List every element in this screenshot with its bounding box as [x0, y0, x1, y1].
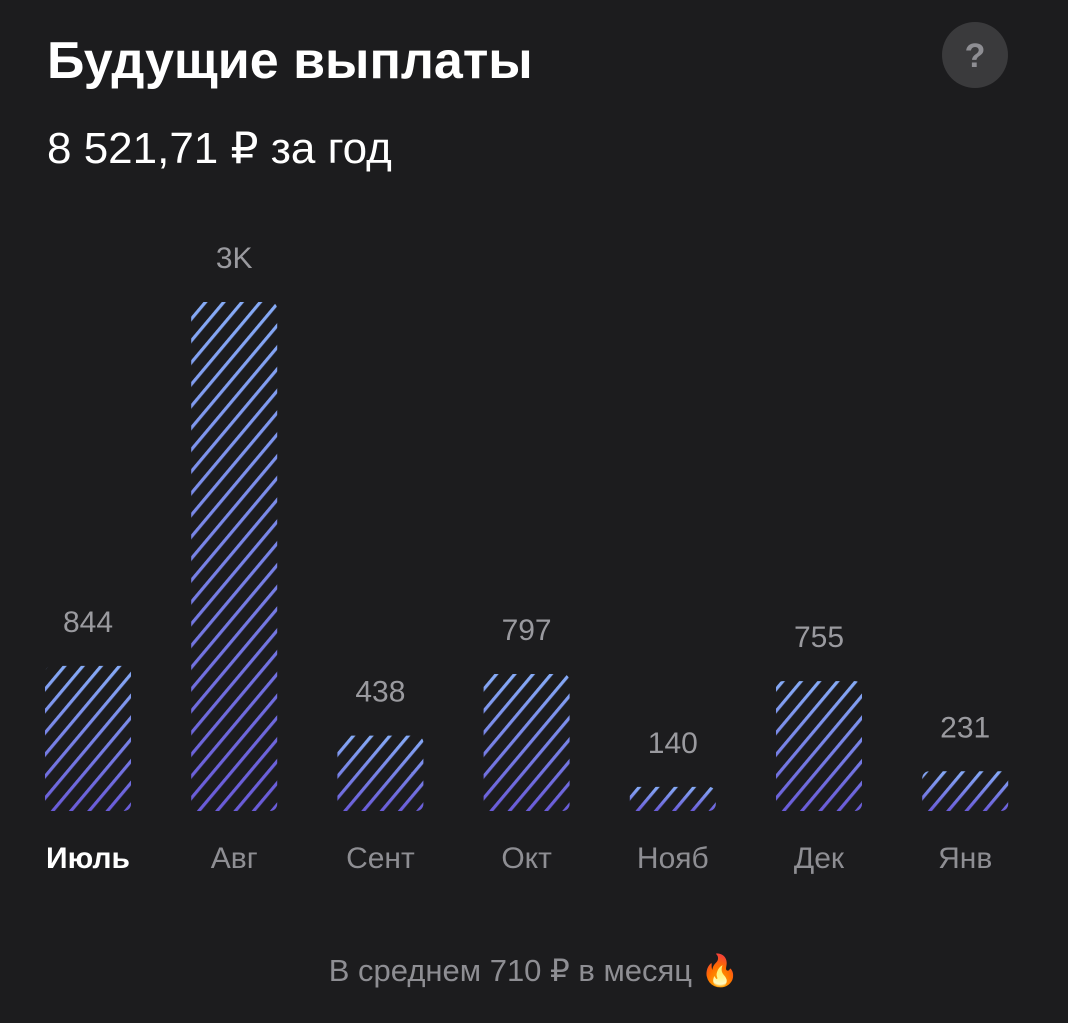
month-label[interactable]: Янв [938, 842, 992, 875]
subtitle: 8 521,71 ₽ за год [47, 124, 392, 173]
month-label[interactable]: Авг [211, 842, 258, 875]
value-label: 140 [648, 727, 698, 760]
help-icon[interactable]: ? [965, 37, 986, 75]
month-label[interactable]: Окт [501, 842, 552, 875]
bar[interactable] [776, 681, 862, 811]
month-label[interactable]: Нояб [637, 842, 709, 875]
footer-note: В среднем 710 ₽ в месяц 🔥 [329, 952, 740, 988]
bar[interactable] [483, 673, 570, 811]
bar[interactable] [45, 665, 131, 811]
value-label: 438 [355, 676, 405, 709]
bar[interactable] [337, 735, 424, 811]
bar[interactable] [922, 771, 1009, 811]
value-label: 797 [502, 614, 552, 647]
value-label: 844 [63, 606, 113, 639]
value-label: 755 [794, 621, 844, 654]
month-label[interactable]: Сент [346, 842, 415, 875]
bar[interactable] [629, 786, 716, 811]
month-label[interactable]: Июль [46, 842, 130, 875]
value-label: 3K [216, 242, 253, 275]
month-label[interactable]: Дек [794, 842, 845, 875]
value-label: 231 [940, 711, 990, 744]
help-button[interactable] [942, 22, 1008, 88]
bar[interactable] [191, 302, 278, 811]
title: Будущие выплаты [47, 32, 533, 90]
